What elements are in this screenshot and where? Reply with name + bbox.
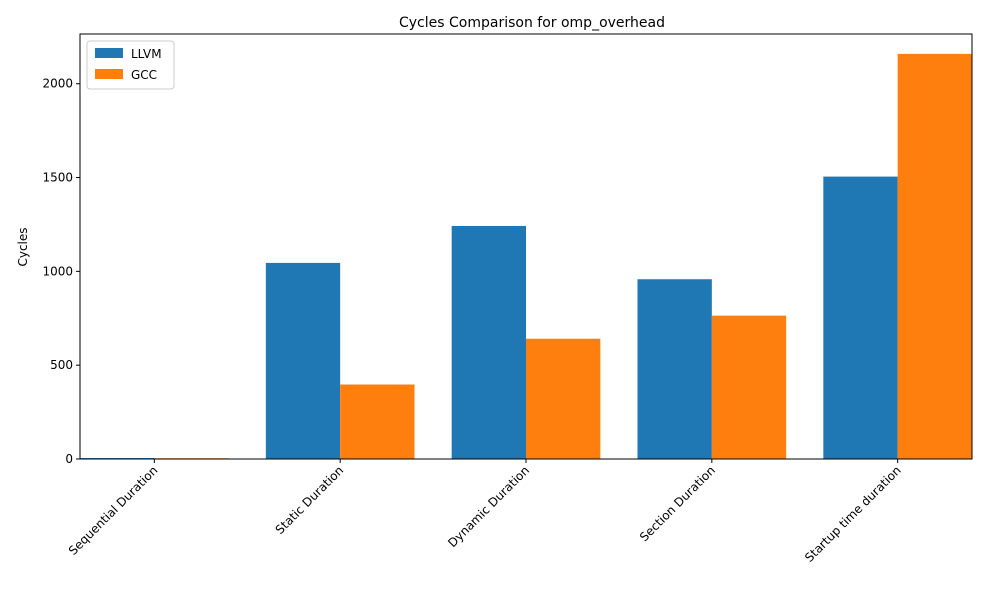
legend-label-gcc: GCC — [131, 68, 157, 82]
bar-gcc-1 — [340, 384, 415, 459]
bar-llvm-1 — [265, 262, 341, 459]
bar-gcc-3 — [711, 315, 787, 459]
legend-swatch-llvm — [95, 48, 123, 58]
x-tick-label: Startup time duration — [802, 463, 904, 565]
legend: LLVM GCC — [86, 40, 175, 90]
x-tick-label: Section Duration — [637, 463, 718, 544]
x-tick-label: Static Duration — [273, 463, 347, 537]
y-tick-label: 1500 — [42, 171, 73, 185]
y-axis: 0 500 1000 1500 2000 — [42, 77, 80, 466]
y-tick-label: 500 — [50, 358, 73, 372]
y-axis-title: Cycles — [16, 227, 30, 266]
y-tick-label: 2000 — [42, 77, 73, 91]
x-tick-label: Dynamic Duration — [445, 463, 532, 550]
bar-gcc-2 — [526, 338, 601, 459]
bar-llvm-4 — [823, 176, 898, 459]
x-tick-label: Sequential Duration — [66, 463, 161, 558]
legend-label-llvm: LLVM — [131, 47, 162, 61]
plot-area — [79, 33, 973, 460]
legend-swatch-gcc — [95, 69, 123, 79]
y-tick-label: 0 — [65, 452, 73, 466]
bar-llvm-3 — [637, 279, 712, 459]
chart-title: Cycles Comparison for omp_overhead — [399, 15, 665, 31]
bar-llvm-2 — [451, 225, 526, 459]
y-tick-label: 1000 — [42, 264, 73, 278]
bar-gcc-4 — [897, 53, 972, 460]
x-axis: Sequential Duration Static Duration Dynami… — [66, 459, 904, 565]
